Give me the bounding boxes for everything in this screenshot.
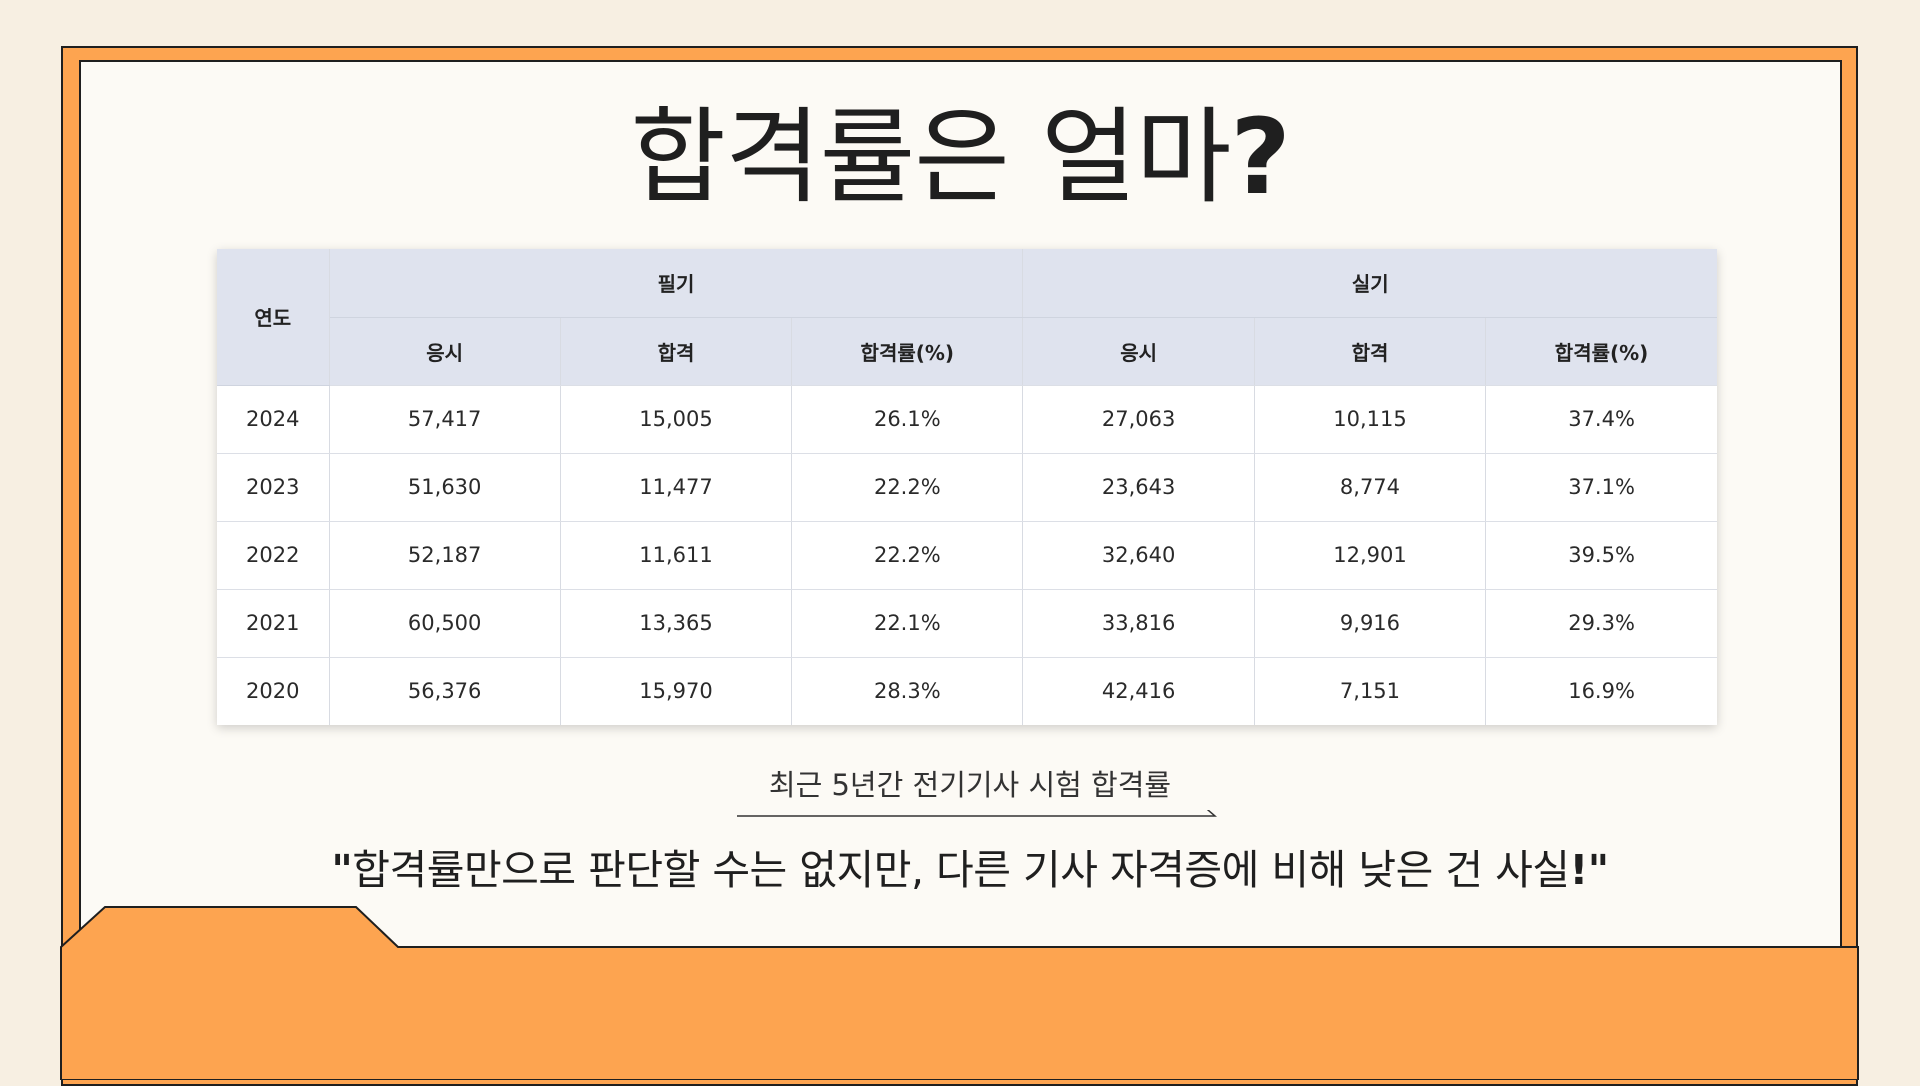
table-row: 2020 56,376 15,970 28.3% 42,416 7,151 16.9% bbox=[217, 657, 1717, 725]
year-cell: 2023 bbox=[217, 453, 330, 522]
table-cell: 13,365 bbox=[560, 589, 793, 658]
table-row: 2024 57,417 15,005 26.1% 27,063 10,115 37.4% bbox=[217, 385, 1717, 454]
table-cell: 12,901 bbox=[1254, 521, 1487, 590]
table-cell: 27,063 bbox=[1022, 385, 1255, 454]
year-header: 연도 bbox=[217, 249, 330, 386]
table-cell: 52,187 bbox=[329, 521, 561, 590]
table-cell: 22.2% bbox=[791, 521, 1024, 590]
table-cell: 10,115 bbox=[1254, 385, 1487, 454]
table-cell: 28.3% bbox=[791, 657, 1024, 725]
summary-quote: "합격률만으로 판단할 수는 없지만, 다른 기사 자격증에 비해 낮은 건 사… bbox=[0, 836, 1920, 896]
table-row: 2021 60,500 13,365 22.1% 33,816 9,916 29.3% bbox=[217, 589, 1717, 658]
column-header: 합격 bbox=[1254, 317, 1487, 386]
table-caption: 최근 5년간 전기기사 시험 합격률 bbox=[768, 768, 1172, 802]
table-cell: 26.1% bbox=[791, 385, 1024, 454]
table-cell: 11,611 bbox=[560, 521, 793, 590]
table-cell: 29.3% bbox=[1485, 589, 1717, 658]
header-row-groups: 연도 필기 실기 bbox=[217, 249, 1717, 386]
table-cell: 9,916 bbox=[1254, 589, 1487, 658]
pass-rate-table-card: 연도 필기 실기 응시 합격 합격률(%) 응시 합격 합격률(%) 2024 5… bbox=[217, 249, 1717, 725]
table-cell: 37.4% bbox=[1485, 385, 1717, 454]
table-cell: 15,005 bbox=[560, 385, 793, 454]
table-row: 2023 51,630 11,477 22.2% 23,643 8,774 37.1% bbox=[217, 453, 1717, 522]
quote-open-mark: " bbox=[331, 846, 353, 894]
year-cell: 2020 bbox=[217, 657, 330, 725]
table-row: 2022 52,187 11,611 22.2% 32,640 12,901 39.5% bbox=[217, 521, 1717, 590]
table-cell: 32,640 bbox=[1022, 521, 1255, 590]
pass-rate-table: 연도 필기 실기 응시 합격 합격률(%) 응시 합격 합격률(%) 2024 5… bbox=[217, 249, 1717, 725]
header-row-columns: 응시 합격 합격률(%) 응시 합격 합격률(%) bbox=[217, 317, 1717, 386]
table-cell: 15,970 bbox=[560, 657, 793, 725]
table-cell: 37.1% bbox=[1485, 453, 1717, 522]
table-cell: 51,630 bbox=[329, 453, 561, 522]
table-cell: 7,151 bbox=[1254, 657, 1487, 725]
year-cell: 2021 bbox=[217, 589, 330, 658]
practical-group-header: 실기 bbox=[1022, 249, 1717, 318]
quote-close-mark: !" bbox=[1569, 846, 1610, 894]
title-question-mark: ? bbox=[1230, 96, 1290, 218]
year-cell: 2024 bbox=[217, 385, 330, 454]
column-header: 합격률(%) bbox=[791, 317, 1024, 386]
column-header: 합격 bbox=[560, 317, 793, 386]
table-cell: 56,376 bbox=[329, 657, 561, 725]
table-cell: 57,417 bbox=[329, 385, 561, 454]
caption-underline-arrow bbox=[737, 810, 1217, 817]
table-cell: 11,477 bbox=[560, 453, 793, 522]
table-cell: 39.5% bbox=[1485, 521, 1717, 590]
table-cell: 23,643 bbox=[1022, 453, 1255, 522]
title-text: 합격률은 얼마 bbox=[630, 96, 1231, 218]
year-cell: 2022 bbox=[217, 521, 330, 590]
table-cell: 42,416 bbox=[1022, 657, 1255, 725]
written-group-header: 필기 bbox=[329, 249, 1024, 318]
column-header: 응시 bbox=[1022, 317, 1255, 386]
table-cell: 16.9% bbox=[1568, 679, 1635, 704]
quote-text: 합격률만으로 판단할 수는 없지만, 다른 기사 자격증에 비해 낮은 건 사실 bbox=[352, 846, 1570, 894]
column-header: 응시 bbox=[329, 317, 561, 386]
table-cell: 22.2% bbox=[791, 453, 1024, 522]
column-header: 합격률(%) bbox=[1485, 317, 1717, 386]
table-cell: 60,500 bbox=[329, 589, 561, 658]
page-title: 합격률은 얼마? bbox=[0, 100, 1920, 214]
table-cell: 22.1% bbox=[791, 589, 1024, 658]
table-cell: 8,774 bbox=[1254, 453, 1487, 522]
table-body: 2024 57,417 15,005 26.1% 27,063 10,115 37.4% 20… bbox=[217, 385, 1717, 725]
table-cell: 33,816 bbox=[1022, 589, 1255, 658]
